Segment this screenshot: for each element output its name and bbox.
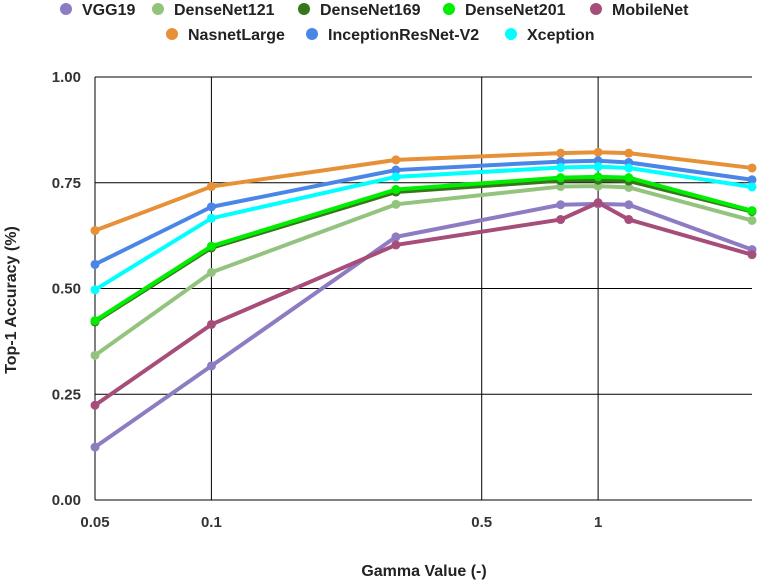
data-point <box>206 213 216 223</box>
data-point <box>593 172 603 182</box>
legend: VGG19 DenseNet121 DenseNet169 DenseNet201 Mo… <box>60 2 689 44</box>
legend-label: InceptionResNet-V2 <box>328 27 479 44</box>
data-point <box>747 250 757 260</box>
grid <box>94 76 752 501</box>
data-point <box>556 215 566 225</box>
data-point <box>391 199 401 209</box>
legend-label: DenseNet121 <box>174 2 275 19</box>
y-tick-label: 0.75 <box>52 175 81 192</box>
data-point <box>90 400 100 410</box>
x-axis-title: Gamma Value (-) <box>361 563 486 580</box>
data-point <box>206 267 216 277</box>
data-point <box>206 319 216 329</box>
y-axis-title: Top-1 Accuracy (%) <box>3 226 20 374</box>
legend-item: Xception <box>505 27 595 44</box>
legend-item: DenseNet121 <box>152 2 275 19</box>
legend-item: VGG19 <box>60 2 135 19</box>
legend-item: DenseNet201 <box>443 2 566 19</box>
legend-item: NasnetLarge <box>166 27 285 44</box>
x-tick-label: 0.05 <box>80 514 109 531</box>
data-point <box>556 148 566 158</box>
legend-label: DenseNet201 <box>465 2 566 19</box>
data-point <box>624 163 634 173</box>
y-tick-label: 0.50 <box>52 281 81 298</box>
series-densenet121 <box>90 181 757 360</box>
legend-marker <box>298 3 310 15</box>
data-point <box>90 350 100 360</box>
data-point <box>206 241 216 251</box>
data-point <box>391 185 401 195</box>
data-point <box>624 200 634 210</box>
data-point <box>206 182 216 192</box>
legend-item: DenseNet169 <box>298 2 421 19</box>
data-point <box>206 202 216 212</box>
data-point <box>747 182 757 192</box>
x-tick-label: 0.5 <box>471 514 492 531</box>
data-point <box>624 215 634 225</box>
data-point <box>391 155 401 165</box>
series-line <box>93 174 754 323</box>
data-point <box>90 226 100 236</box>
data-point <box>624 173 634 183</box>
y-tick-label: 0.00 <box>52 492 81 509</box>
series-mobilenet <box>90 198 757 410</box>
data-point <box>556 173 566 183</box>
series-densenet169 <box>90 175 757 327</box>
data-point <box>593 162 603 172</box>
data-point <box>90 442 100 452</box>
x-tick-label: 0.1 <box>201 514 222 531</box>
legend-label: VGG19 <box>82 2 135 19</box>
data-point <box>206 361 216 371</box>
series-line <box>93 184 754 358</box>
legend-label: Xception <box>527 27 595 44</box>
legend-item: InceptionResNet-V2 <box>306 27 479 44</box>
legend-marker <box>60 3 72 15</box>
legend-item: MobileNet <box>590 2 689 19</box>
legend-marker <box>590 3 602 15</box>
y-tick-label: 1.00 <box>52 69 81 86</box>
legend-label: DenseNet169 <box>320 2 421 19</box>
data-point <box>391 172 401 182</box>
y-tick-label: 0.25 <box>52 386 81 403</box>
legend-marker <box>443 3 455 15</box>
series-layer <box>90 147 757 452</box>
legend-label: MobileNet <box>612 2 689 19</box>
legend-marker <box>505 28 517 40</box>
series-densenet201 <box>90 172 757 326</box>
data-point <box>624 182 634 192</box>
series-xception <box>90 162 757 295</box>
axis-tick-labels: 0.00 0.25 0.50 0.75 1.00 0.05 0.1 0.5 1 <box>52 69 602 531</box>
series-nasnetlarge <box>90 147 757 236</box>
legend-marker <box>152 3 164 15</box>
data-point <box>391 165 401 175</box>
series-inceptionresnet-v2 <box>90 156 757 269</box>
data-point <box>747 215 757 225</box>
data-point <box>90 316 100 326</box>
data-point <box>556 163 566 173</box>
legend-marker <box>306 28 318 40</box>
data-point <box>593 147 603 157</box>
data-point <box>624 148 634 158</box>
legend-label: NasnetLarge <box>188 27 285 44</box>
data-point <box>391 232 401 242</box>
data-point <box>556 200 566 210</box>
x-tick-label: 1 <box>594 514 602 531</box>
data-point <box>747 206 757 216</box>
data-point <box>391 240 401 250</box>
data-point <box>593 198 603 208</box>
legend-marker <box>166 28 178 40</box>
data-point <box>747 163 757 173</box>
series-vgg19 <box>90 199 757 452</box>
data-point <box>90 285 100 295</box>
data-point <box>90 259 100 269</box>
data-point <box>747 175 757 185</box>
